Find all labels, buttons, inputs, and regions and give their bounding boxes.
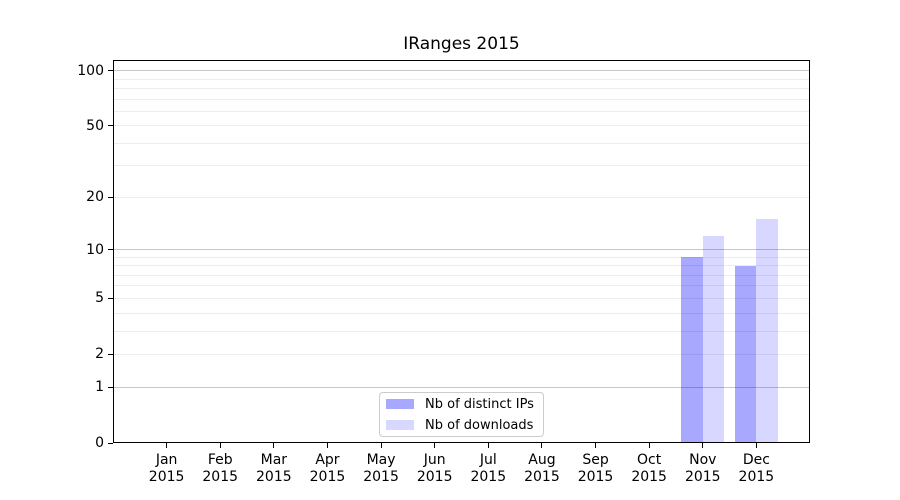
y-tick-mark xyxy=(108,386,113,388)
y-tick-mark xyxy=(108,249,113,250)
y-tick-label: 1 xyxy=(95,379,104,396)
legend-swatch-distinct-ips xyxy=(386,399,414,409)
minor-gridline xyxy=(114,297,809,299)
x-tick-mark xyxy=(541,443,543,448)
x-tick-label: Dec 2015 xyxy=(738,452,775,485)
x-tick-label: Jan 2015 xyxy=(148,452,185,485)
minor-gridline xyxy=(114,98,809,100)
x-tick-mark xyxy=(434,443,436,448)
bar-nb-of-distinct-ips xyxy=(734,265,757,443)
minor-gridline xyxy=(114,330,809,332)
minor-gridline xyxy=(114,165,809,167)
y-tick-label: 10 xyxy=(86,241,104,258)
minor-gridline xyxy=(114,353,809,355)
minor-gridline xyxy=(114,196,809,198)
x-tick-mark xyxy=(380,443,382,448)
y-tick-label: 20 xyxy=(86,189,104,206)
x-tick-label: Jul 2015 xyxy=(470,452,507,485)
x-tick-label: Nov 2015 xyxy=(684,452,721,485)
y-tick-label: 0 xyxy=(95,435,104,451)
y-tick-label: 100 xyxy=(77,62,104,79)
x-tick-mark xyxy=(166,443,168,448)
y-tick-mark xyxy=(108,70,113,72)
bar-nb-of-downloads xyxy=(756,219,778,443)
x-tick-label: Feb 2015 xyxy=(202,452,239,485)
x-tick-label: Aug 2015 xyxy=(524,452,560,485)
legend-label-distinct-ips: Nb of distinct IPs xyxy=(425,396,534,412)
x-tick-mark xyxy=(219,443,221,448)
legend-label-downloads: Nb of downloads xyxy=(425,417,534,433)
y-tick-mark xyxy=(108,196,113,198)
y-tick-label: 2 xyxy=(95,346,104,363)
minor-gridline xyxy=(114,125,809,127)
x-tick-label: Sep 2015 xyxy=(577,452,614,485)
minor-gridline xyxy=(114,87,809,89)
legend-swatch-downloads xyxy=(386,420,414,430)
x-tick-mark xyxy=(273,443,275,448)
legend: Nb of distinct IPs Nb of downloads xyxy=(379,392,544,437)
minor-gridline xyxy=(114,265,809,267)
major-gridline xyxy=(114,70,809,72)
minor-gridline xyxy=(114,312,809,314)
x-tick-label: Mar 2015 xyxy=(256,452,292,485)
x-tick-label: Jun 2015 xyxy=(416,452,453,485)
x-tick-label: Oct 2015 xyxy=(631,452,667,485)
plot-area-border xyxy=(113,60,810,443)
minor-gridline xyxy=(114,256,809,258)
bar-nb-of-downloads xyxy=(702,236,725,443)
bar-nb-of-distinct-ips xyxy=(681,257,703,443)
x-tick-label: Apr 2015 xyxy=(309,452,346,485)
y-tick-mark xyxy=(108,125,113,127)
minor-gridline xyxy=(114,285,809,287)
y-tick-mark xyxy=(108,297,113,299)
y-tick-mark xyxy=(108,353,113,355)
y-tick-mark xyxy=(108,442,113,444)
x-tick-mark xyxy=(595,443,597,448)
legend-item-distinct-ips: Nb of distinct IPs xyxy=(386,395,537,413)
y-tick-label: 50 xyxy=(86,117,104,134)
minor-gridline xyxy=(114,142,809,144)
x-tick-mark xyxy=(755,443,757,448)
x-tick-mark xyxy=(648,443,650,448)
x-tick-mark xyxy=(487,443,489,448)
chart-title: IRanges 2015 xyxy=(403,34,520,54)
major-gridline xyxy=(114,249,809,250)
minor-gridline xyxy=(114,110,809,112)
x-tick-label: May 2015 xyxy=(363,452,399,485)
legend-item-downloads: Nb of downloads xyxy=(386,416,537,434)
minor-gridline xyxy=(114,274,809,276)
x-tick-mark xyxy=(326,443,328,448)
minor-gridline xyxy=(114,78,809,80)
major-gridline xyxy=(114,386,809,388)
y-tick-label: 5 xyxy=(95,290,104,307)
x-tick-mark xyxy=(702,443,704,448)
